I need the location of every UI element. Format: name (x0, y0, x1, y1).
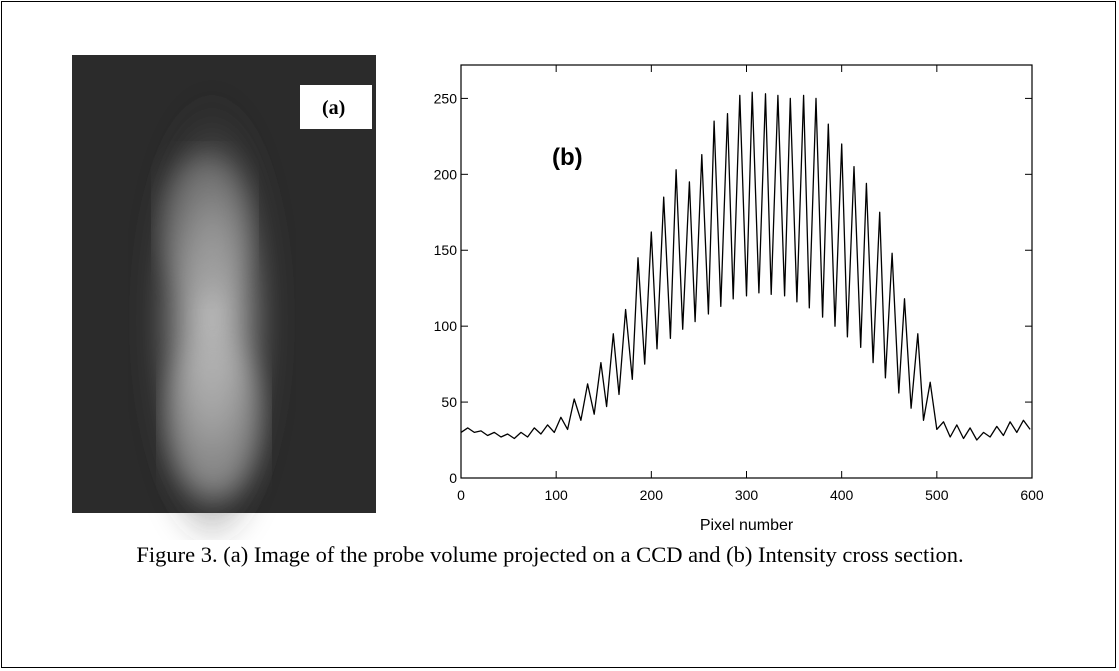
y-tick-label: 100 (434, 318, 458, 334)
y-tick-label: 0 (449, 470, 457, 486)
x-tick-label: 100 (544, 487, 568, 503)
x-tick-label: 500 (925, 487, 949, 503)
x-axis-label: Pixel number (700, 517, 794, 534)
y-tick-label: 150 (434, 242, 458, 258)
x-tick-label: 200 (640, 487, 664, 503)
figure-caption: Figure 3. (a) Image of the probe volume … (136, 542, 964, 567)
y-tick-label: 250 (434, 90, 458, 106)
x-tick-label: 600 (1020, 487, 1044, 503)
x-tick-label: 300 (735, 487, 759, 503)
probe-highlight (166, 340, 262, 500)
intensity-line (460, 91, 1031, 441)
x-tick-label: 400 (830, 487, 854, 503)
panel-b: 0 100 200 300 400 500 600 0 50 100 150 200 250 Pixel … (434, 64, 1044, 534)
figure: (a) 0 100 200 300 400 500 600 0 50 100 150 200 250 Pi… (72, 55, 1044, 540)
y-tick-label: 200 (434, 166, 458, 182)
label-box (300, 85, 372, 129)
panel-a: (a) (72, 55, 376, 540)
probe-highlight (160, 155, 250, 295)
x-tick-label: 0 (457, 487, 465, 503)
annotation: (b) (552, 144, 583, 171)
panel-label: (a) (322, 97, 345, 119)
plot-frame (460, 64, 1033, 479)
y-tick-label: 50 (441, 394, 457, 410)
